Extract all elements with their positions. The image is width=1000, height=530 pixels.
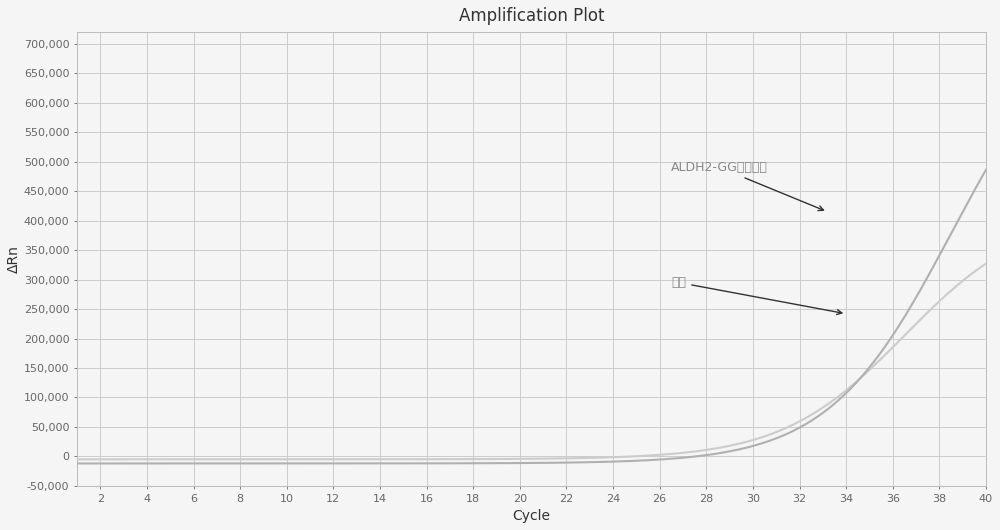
Y-axis label: ΔRn: ΔRn [7,245,21,273]
Text: 内参: 内参 [671,276,842,314]
Title: Amplification Plot: Amplification Plot [459,7,604,25]
X-axis label: Cycle: Cycle [512,509,550,523]
Text: ALDH2-GG纯和突变: ALDH2-GG纯和突变 [671,161,823,210]
